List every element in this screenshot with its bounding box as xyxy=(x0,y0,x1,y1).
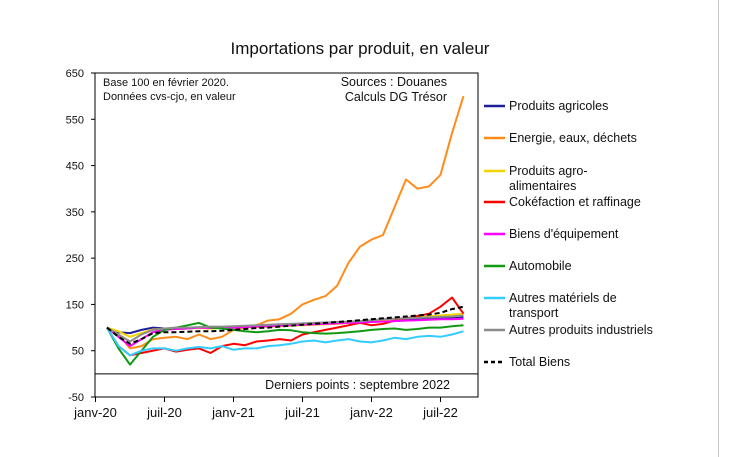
legend-label: Cokéfaction et raffinage xyxy=(509,195,641,209)
y-tick-label: 450 xyxy=(66,161,84,173)
y-tick-label: 50 xyxy=(72,346,84,358)
y-tick-label: 650 xyxy=(66,68,84,80)
y-tick-label: 150 xyxy=(66,299,84,311)
y-tick-label: 550 xyxy=(66,114,84,126)
chart-title: Importations par produit, en valeur xyxy=(231,39,490,58)
x-tick-label: janv-22 xyxy=(349,405,393,420)
y-tick-label: 350 xyxy=(66,207,84,219)
legend-label: Autres produits industriels xyxy=(509,323,653,337)
legend: Produits agricoles Energie, eaux, déchets… xyxy=(484,99,653,369)
legend-label: Automobile xyxy=(509,259,572,273)
last-points-note: Derniers points : septembre 2022 xyxy=(265,378,450,392)
y-tick-label: -50 xyxy=(68,392,84,404)
legend-label: Biens d'équipement xyxy=(509,227,619,241)
legend-label: Produits agro-alimentaires xyxy=(509,164,588,193)
legend-label: Energie, eaux, déchets xyxy=(509,131,637,145)
y-tick-label: 250 xyxy=(66,253,84,265)
source-line: Sources : Douanes xyxy=(341,75,447,89)
x-tick-label: janv-21 xyxy=(211,405,255,420)
legend-label: Produits agricoles xyxy=(509,99,608,113)
y-axis: 650 550 450 350 250 150 50 -50 xyxy=(66,68,95,404)
data-note: Données cvs-cjo, en valeur xyxy=(103,91,236,103)
x-tick-label: janv-20 xyxy=(73,405,117,420)
legend-label: Total Biens xyxy=(509,355,570,369)
series-group xyxy=(106,95,465,366)
plot-area xyxy=(94,72,479,398)
series-line-6 xyxy=(106,327,464,357)
legend-label: Autres matériels de transport xyxy=(509,291,617,320)
series-line-8 xyxy=(106,305,464,345)
x-tick-label: juil-20 xyxy=(146,405,182,420)
x-axis: janv-20 juil-20 janv-21 juil-21 janv-22 juil-… xyxy=(73,397,458,420)
page-border-line xyxy=(718,0,719,457)
x-tick-label: juil-21 xyxy=(284,405,320,420)
x-tick-label: juil-22 xyxy=(422,405,458,420)
series-line-7 xyxy=(106,314,464,343)
series-line-5 xyxy=(106,321,464,366)
source-calc-line: Calculs DG Trésor xyxy=(345,90,447,104)
base-note: Base 100 en février 2020. xyxy=(103,77,229,89)
series-line-1 xyxy=(106,95,465,350)
